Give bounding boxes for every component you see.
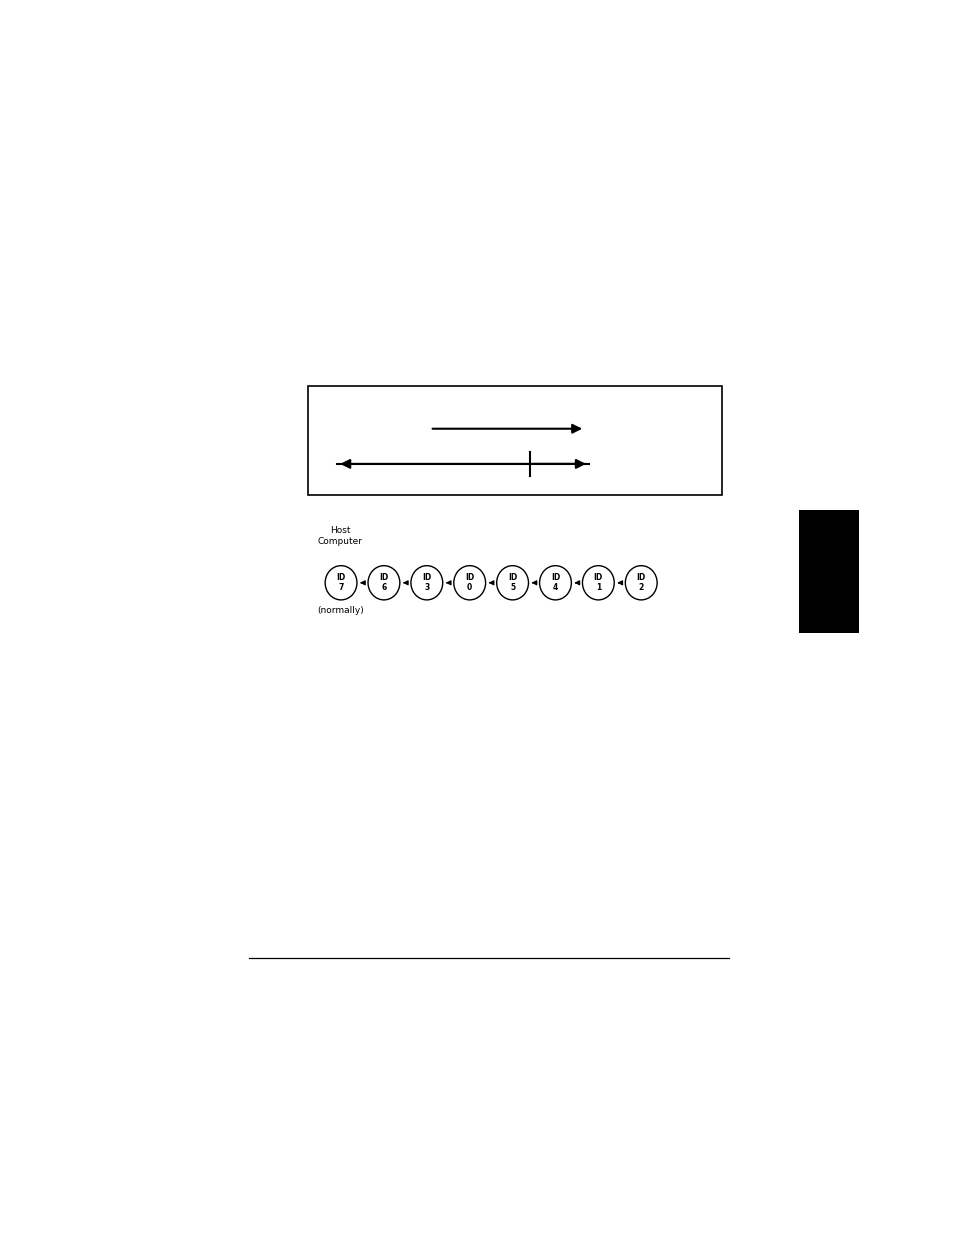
Text: ID
4: ID 4 xyxy=(550,573,559,592)
Text: ID
5: ID 5 xyxy=(507,573,517,592)
Bar xyxy=(799,510,858,634)
Ellipse shape xyxy=(624,566,657,600)
Text: ID
6: ID 6 xyxy=(379,573,388,592)
Ellipse shape xyxy=(582,566,614,600)
Ellipse shape xyxy=(411,566,442,600)
Ellipse shape xyxy=(454,566,485,600)
Text: ID
1: ID 1 xyxy=(593,573,602,592)
Text: Host
Computer: Host Computer xyxy=(317,526,362,546)
Ellipse shape xyxy=(539,566,571,600)
Text: ID
7: ID 7 xyxy=(336,573,345,592)
Text: ID
2: ID 2 xyxy=(636,573,645,592)
Bar xyxy=(308,385,721,495)
Ellipse shape xyxy=(368,566,399,600)
Text: (normally): (normally) xyxy=(316,605,363,615)
Text: ID
0: ID 0 xyxy=(465,573,474,592)
Ellipse shape xyxy=(497,566,528,600)
Ellipse shape xyxy=(325,566,356,600)
Text: ID
3: ID 3 xyxy=(422,573,431,592)
